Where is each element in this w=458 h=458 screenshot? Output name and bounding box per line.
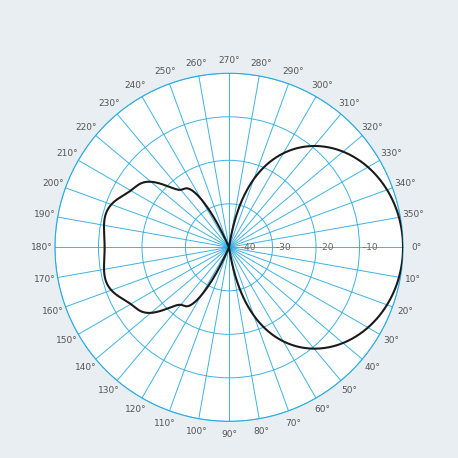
Text: 180°: 180° [31, 243, 53, 252]
Text: 40°: 40° [365, 363, 380, 372]
Text: -10: -10 [360, 243, 377, 252]
Text: 330°: 330° [380, 149, 402, 158]
Text: 70°: 70° [285, 419, 301, 428]
Text: 190°: 190° [34, 210, 55, 219]
Text: 80°: 80° [253, 427, 269, 436]
Text: 350°: 350° [403, 210, 424, 219]
Text: 260°: 260° [185, 59, 207, 68]
Text: 290°: 290° [282, 67, 304, 76]
Text: 200°: 200° [43, 179, 64, 188]
Text: 130°: 130° [98, 386, 120, 395]
Text: 230°: 230° [98, 99, 120, 109]
Text: 140°: 140° [75, 363, 97, 372]
Text: 280°: 280° [251, 59, 273, 68]
Text: 90°: 90° [221, 430, 237, 439]
Text: -30: -30 [273, 243, 290, 252]
Text: 30°: 30° [383, 336, 399, 345]
Text: 170°: 170° [34, 275, 55, 284]
Text: -20: -20 [316, 243, 333, 252]
Text: 50°: 50° [341, 386, 357, 395]
Text: 240°: 240° [125, 81, 146, 90]
Text: 160°: 160° [42, 307, 64, 316]
Text: 210°: 210° [56, 149, 78, 158]
Text: 110°: 110° [154, 419, 176, 428]
Text: 320°: 320° [361, 123, 383, 131]
Text: 150°: 150° [56, 336, 78, 345]
Text: -40: -40 [238, 243, 255, 252]
Text: 120°: 120° [125, 405, 146, 414]
Text: 300°: 300° [312, 81, 333, 90]
Text: 100°: 100° [185, 427, 207, 436]
Text: 340°: 340° [394, 179, 415, 188]
Text: 20°: 20° [397, 307, 413, 316]
Text: 60°: 60° [315, 405, 331, 414]
Text: 250°: 250° [154, 67, 176, 76]
Text: 270°: 270° [218, 56, 240, 65]
Text: 10°: 10° [405, 275, 421, 284]
Text: 310°: 310° [338, 99, 360, 109]
Text: 0°: 0° [411, 243, 421, 252]
Text: 220°: 220° [75, 123, 97, 131]
